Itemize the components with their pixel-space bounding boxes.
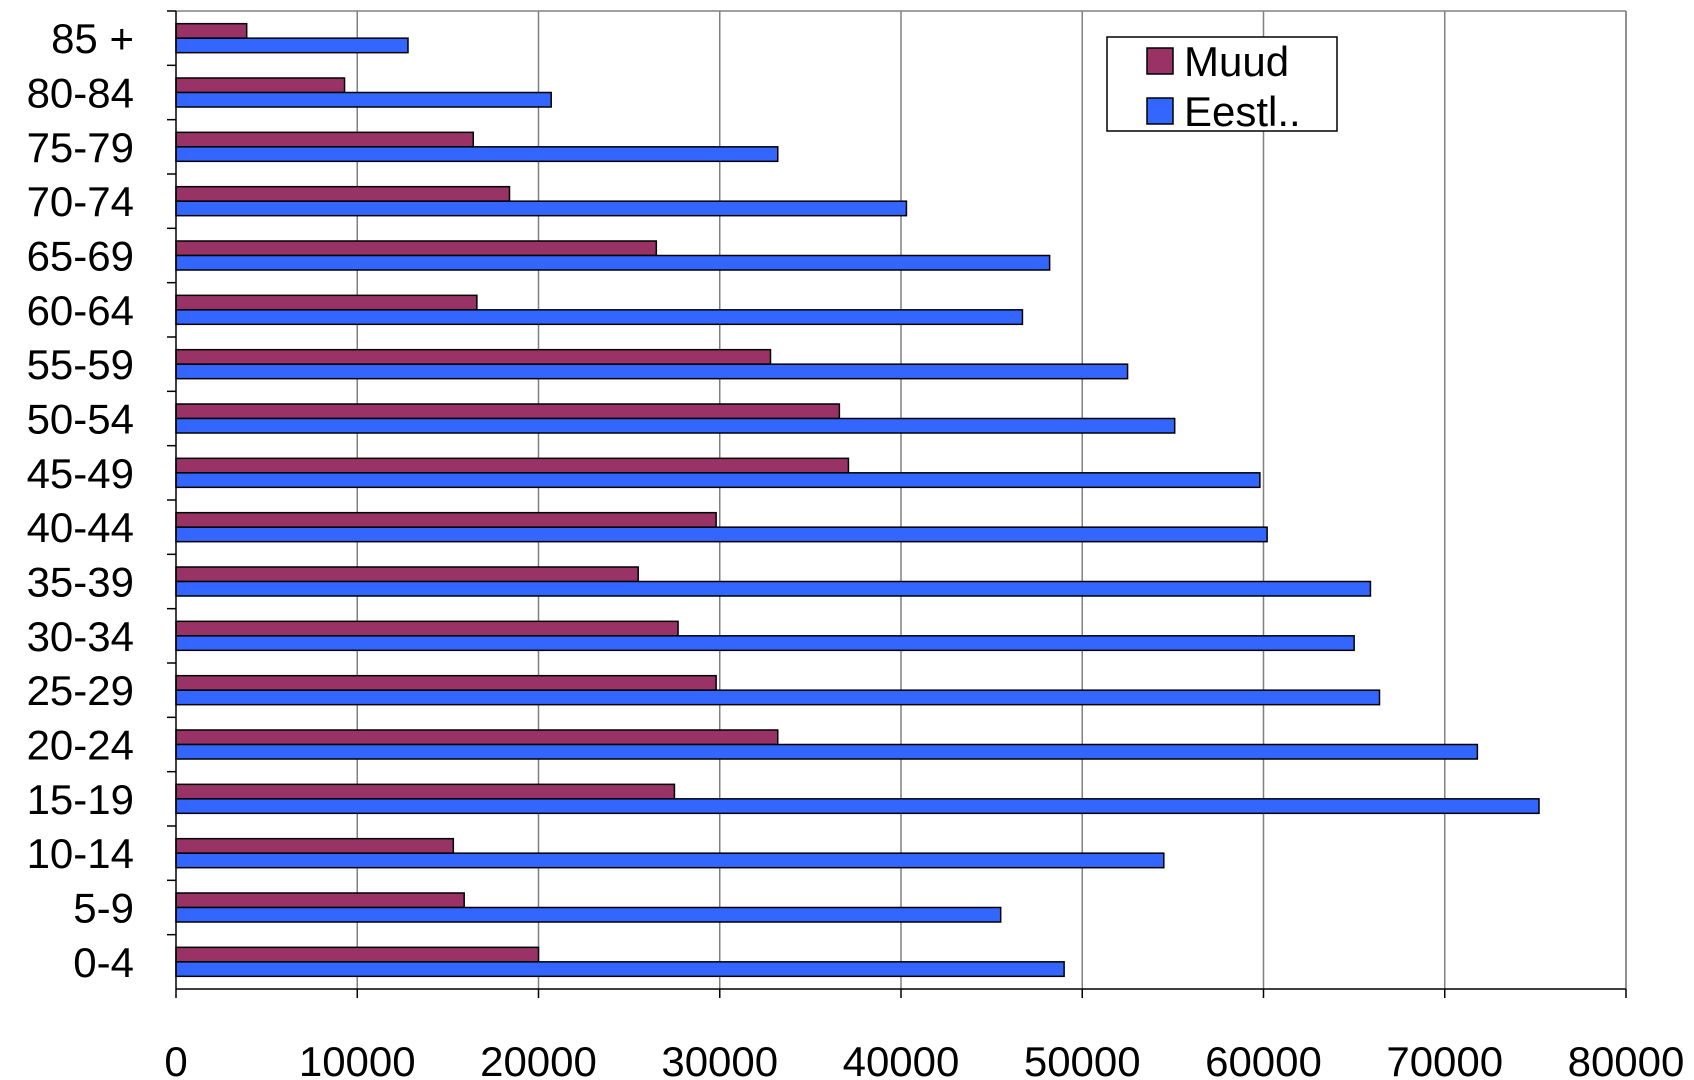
bar-muud (175, 240, 658, 257)
bar-muud (175, 457, 850, 474)
legend-swatch (1146, 47, 1174, 75)
category-label: 55-59 (27, 341, 134, 388)
legend-swatch (1146, 97, 1174, 125)
bar-eestl (175, 743, 1479, 760)
bar-muud (175, 566, 639, 583)
bar-eestl (175, 635, 1355, 652)
bar-muud (175, 77, 346, 94)
bar-eestl (175, 472, 1261, 489)
bar-muud (175, 185, 511, 202)
bar-muud (175, 131, 474, 148)
bar-muud (175, 837, 455, 854)
x-tick-label: 40000 (843, 1038, 960, 1080)
bar-eestl (175, 254, 1051, 271)
bar-eestl (175, 91, 552, 108)
category-label: 30-34 (27, 613, 134, 660)
label-layer: 0 10000 20000 30000 40000 50000 60000 70000 8000… (27, 15, 1685, 1080)
category-label: 45-49 (27, 450, 134, 497)
category-label: 20-24 (27, 722, 134, 769)
bar-eestl (175, 961, 1065, 978)
x-tick-label: 80000 (1568, 1038, 1685, 1080)
bar-eestl (175, 417, 1176, 434)
bar-eestl (175, 580, 1372, 597)
category-label: 0-4 (73, 939, 134, 986)
axis-layer (167, 10, 1627, 998)
legend-label: Eestl.. (1184, 88, 1301, 135)
category-label: 80-84 (27, 70, 134, 117)
bar-muud (175, 674, 717, 691)
category-label: 65-69 (27, 233, 134, 280)
bar-muud (175, 348, 772, 365)
grid-layer (176, 10, 1627, 989)
bar-eestl (175, 37, 409, 54)
bar-muud (175, 783, 676, 800)
bar-muud (175, 511, 717, 528)
bar-eestl (175, 852, 1165, 869)
legend-label: Muud (1184, 38, 1289, 85)
bar-muud (175, 729, 779, 746)
category-label: 50-54 (27, 396, 134, 443)
bar-muud (175, 892, 465, 909)
bar-eestl (175, 200, 908, 217)
category-label: 70-74 (27, 178, 134, 225)
bar-muud (175, 620, 679, 637)
category-label: 25-29 (27, 667, 134, 714)
bar-eestl (175, 363, 1129, 380)
x-tick-label: 20000 (480, 1038, 597, 1080)
category-label: 5-9 (73, 885, 134, 932)
x-tick-label: 70000 (1386, 1038, 1503, 1080)
bar-muud (175, 403, 841, 420)
category-label: 35-39 (27, 559, 134, 606)
x-tick-label: 60000 (1205, 1038, 1322, 1080)
category-label: 60-64 (27, 287, 134, 334)
bar-layer (175, 22, 1540, 978)
bar-eestl (175, 526, 1268, 543)
x-tick-label: 10000 (299, 1038, 416, 1080)
bar-eestl (175, 689, 1381, 706)
category-label: 10-14 (27, 830, 134, 877)
x-tick-label: 0 (164, 1038, 187, 1080)
bar-muud (175, 22, 248, 39)
x-tick-label: 50000 (1024, 1038, 1141, 1080)
bar-eestl (175, 906, 1002, 923)
legend-box (1106, 36, 1338, 132)
bar-muud (175, 294, 478, 311)
bar-eestl (175, 146, 779, 163)
category-label: 75-79 (27, 124, 134, 171)
category-label: 40-44 (27, 504, 134, 551)
bar-eestl (175, 309, 1024, 326)
category-label: 15-19 (27, 776, 134, 823)
category-label: 85 + (51, 15, 134, 62)
bar-muud (175, 946, 540, 963)
x-tick-label: 30000 (661, 1038, 778, 1080)
bar-eestl (175, 798, 1540, 815)
